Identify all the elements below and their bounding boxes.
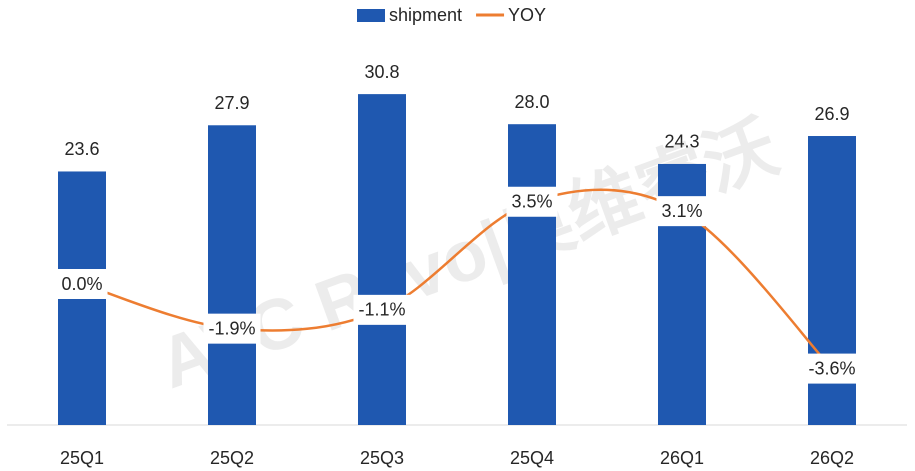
x-tick-label: 26Q1 bbox=[660, 448, 704, 468]
line-value-label: 3.1% bbox=[661, 201, 702, 221]
bar bbox=[508, 124, 556, 425]
x-tick-label: 25Q2 bbox=[210, 448, 254, 468]
bar bbox=[358, 94, 406, 426]
label-background bbox=[203, 313, 261, 344]
label-background bbox=[656, 196, 708, 227]
label-background bbox=[353, 294, 411, 325]
line-value-label: -1.1% bbox=[358, 300, 405, 320]
legend-swatch bbox=[357, 9, 385, 22]
bar-value-label: 26.9 bbox=[814, 104, 849, 124]
bar-value-label: 24.3 bbox=[664, 132, 699, 152]
bar-value-label: 30.8 bbox=[364, 62, 399, 82]
x-tick-label: 25Q4 bbox=[510, 448, 554, 468]
x-tick-label: 25Q3 bbox=[360, 448, 404, 468]
bar-value-label: 28.0 bbox=[514, 92, 549, 112]
label-background bbox=[803, 353, 861, 384]
x-tick-label: 26Q2 bbox=[810, 448, 854, 468]
line-value-label: -3.6% bbox=[808, 358, 855, 378]
line-value-label: -1.9% bbox=[208, 318, 255, 338]
bar-value-label: 27.9 bbox=[214, 93, 249, 113]
legend-label: shipment bbox=[389, 5, 462, 25]
label-background bbox=[506, 186, 558, 217]
legend-label: YOY bbox=[508, 5, 546, 25]
bar-value-label: 23.6 bbox=[64, 139, 99, 159]
bar bbox=[208, 125, 256, 425]
line-value-label: 3.5% bbox=[511, 192, 552, 212]
x-tick-label: 25Q1 bbox=[60, 448, 104, 468]
line-value-label: 0.0% bbox=[61, 274, 102, 294]
label-background bbox=[56, 269, 108, 299]
